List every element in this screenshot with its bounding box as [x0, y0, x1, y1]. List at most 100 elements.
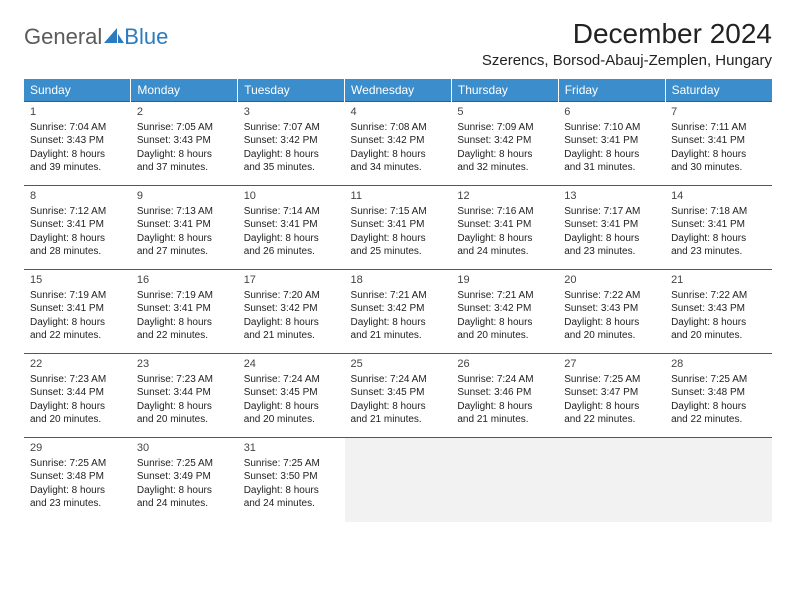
- daylight-text: Daylight: 8 hours: [351, 232, 446, 246]
- sunrise-text: Sunrise: 7:12 AM: [30, 205, 125, 219]
- daylight-text: and 24 minutes.: [137, 497, 232, 511]
- sunset-text: Sunset: 3:46 PM: [457, 386, 552, 400]
- day-cell: 17Sunrise: 7:20 AMSunset: 3:42 PMDayligh…: [238, 270, 345, 354]
- day-header: Friday: [558, 79, 665, 102]
- day-cell: 18Sunrise: 7:21 AMSunset: 3:42 PMDayligh…: [345, 270, 452, 354]
- daylight-text: Daylight: 8 hours: [671, 316, 766, 330]
- sunrise-text: Sunrise: 7:11 AM: [671, 121, 766, 135]
- day-cell: 15Sunrise: 7:19 AMSunset: 3:41 PMDayligh…: [24, 270, 131, 354]
- day-number: 16: [137, 273, 232, 288]
- day-number: 6: [564, 105, 659, 120]
- sunrise-text: Sunrise: 7:08 AM: [351, 121, 446, 135]
- day-header: Sunday: [24, 79, 131, 102]
- sunset-text: Sunset: 3:42 PM: [244, 302, 339, 316]
- empty-cell: [665, 438, 772, 522]
- day-cell: 1Sunrise: 7:04 AMSunset: 3:43 PMDaylight…: [24, 102, 131, 186]
- sunrise-text: Sunrise: 7:21 AM: [457, 289, 552, 303]
- day-number: 8: [30, 189, 125, 204]
- sunrise-text: Sunrise: 7:24 AM: [244, 373, 339, 387]
- day-number: 29: [30, 441, 125, 456]
- sunrise-text: Sunrise: 7:21 AM: [351, 289, 446, 303]
- logo-text-blue: Blue: [124, 24, 168, 50]
- empty-cell: [345, 438, 452, 522]
- daylight-text: Daylight: 8 hours: [137, 316, 232, 330]
- sunset-text: Sunset: 3:43 PM: [30, 134, 125, 148]
- day-cell: 22Sunrise: 7:23 AMSunset: 3:44 PMDayligh…: [24, 354, 131, 438]
- sunset-text: Sunset: 3:42 PM: [244, 134, 339, 148]
- daylight-text: and 24 minutes.: [244, 497, 339, 511]
- daylight-text: Daylight: 8 hours: [671, 148, 766, 162]
- sunset-text: Sunset: 3:41 PM: [137, 302, 232, 316]
- day-cell: 11Sunrise: 7:15 AMSunset: 3:41 PMDayligh…: [345, 186, 452, 270]
- day-header: Saturday: [665, 79, 772, 102]
- day-cell: 27Sunrise: 7:25 AMSunset: 3:47 PMDayligh…: [558, 354, 665, 438]
- daylight-text: Daylight: 8 hours: [564, 148, 659, 162]
- daylight-text: Daylight: 8 hours: [457, 400, 552, 414]
- day-number: 17: [244, 273, 339, 288]
- day-number: 24: [244, 357, 339, 372]
- daylight-text: and 35 minutes.: [244, 161, 339, 175]
- day-number: 7: [671, 105, 766, 120]
- daylight-text: and 21 minutes.: [457, 413, 552, 427]
- day-number: 15: [30, 273, 125, 288]
- sunset-text: Sunset: 3:41 PM: [30, 218, 125, 232]
- daylight-text: and 26 minutes.: [244, 245, 339, 259]
- day-number: 3: [244, 105, 339, 120]
- daylight-text: and 20 minutes.: [137, 413, 232, 427]
- day-cell: 8Sunrise: 7:12 AMSunset: 3:41 PMDaylight…: [24, 186, 131, 270]
- daylight-text: Daylight: 8 hours: [671, 232, 766, 246]
- day-number: 23: [137, 357, 232, 372]
- empty-cell: [558, 438, 665, 522]
- daylight-text: and 23 minutes.: [30, 497, 125, 511]
- daylight-text: Daylight: 8 hours: [244, 148, 339, 162]
- sunrise-text: Sunrise: 7:15 AM: [351, 205, 446, 219]
- daylight-text: Daylight: 8 hours: [457, 232, 552, 246]
- sunrise-text: Sunrise: 7:25 AM: [244, 457, 339, 471]
- daylight-text: Daylight: 8 hours: [30, 316, 125, 330]
- daylight-text: Daylight: 8 hours: [564, 400, 659, 414]
- daylight-text: Daylight: 8 hours: [30, 400, 125, 414]
- sunset-text: Sunset: 3:44 PM: [137, 386, 232, 400]
- daylight-text: and 20 minutes.: [244, 413, 339, 427]
- day-cell: 24Sunrise: 7:24 AMSunset: 3:45 PMDayligh…: [238, 354, 345, 438]
- day-cell: 3Sunrise: 7:07 AMSunset: 3:42 PMDaylight…: [238, 102, 345, 186]
- sunset-text: Sunset: 3:43 PM: [137, 134, 232, 148]
- daylight-text: and 39 minutes.: [30, 161, 125, 175]
- daylight-text: Daylight: 8 hours: [564, 316, 659, 330]
- sunset-text: Sunset: 3:42 PM: [457, 302, 552, 316]
- sail-icon: [104, 24, 124, 50]
- daylight-text: and 23 minutes.: [671, 245, 766, 259]
- sunrise-text: Sunrise: 7:09 AM: [457, 121, 552, 135]
- day-cell: 13Sunrise: 7:17 AMSunset: 3:41 PMDayligh…: [558, 186, 665, 270]
- daylight-text: Daylight: 8 hours: [671, 400, 766, 414]
- sunset-text: Sunset: 3:48 PM: [30, 470, 125, 484]
- page-header: General Blue December 2024 Szerencs, Bor…: [24, 18, 772, 69]
- sunrise-text: Sunrise: 7:16 AM: [457, 205, 552, 219]
- day-cell: 4Sunrise: 7:08 AMSunset: 3:42 PMDaylight…: [345, 102, 452, 186]
- day-cell: 20Sunrise: 7:22 AMSunset: 3:43 PMDayligh…: [558, 270, 665, 354]
- table-row: 1Sunrise: 7:04 AMSunset: 3:43 PMDaylight…: [24, 102, 772, 186]
- location-text: Szerencs, Borsod-Abauj-Zemplen, Hungary: [482, 52, 772, 69]
- daylight-text: and 24 minutes.: [457, 245, 552, 259]
- day-cell: 28Sunrise: 7:25 AMSunset: 3:48 PMDayligh…: [665, 354, 772, 438]
- daylight-text: and 31 minutes.: [564, 161, 659, 175]
- daylight-text: Daylight: 8 hours: [137, 484, 232, 498]
- day-number: 30: [137, 441, 232, 456]
- day-cell: 7Sunrise: 7:11 AMSunset: 3:41 PMDaylight…: [665, 102, 772, 186]
- day-number: 19: [457, 273, 552, 288]
- day-number: 1: [30, 105, 125, 120]
- sunset-text: Sunset: 3:50 PM: [244, 470, 339, 484]
- table-row: 22Sunrise: 7:23 AMSunset: 3:44 PMDayligh…: [24, 354, 772, 438]
- day-header: Monday: [131, 79, 238, 102]
- day-cell: 5Sunrise: 7:09 AMSunset: 3:42 PMDaylight…: [451, 102, 558, 186]
- daylight-text: and 20 minutes.: [671, 329, 766, 343]
- empty-cell: [451, 438, 558, 522]
- daylight-text: and 32 minutes.: [457, 161, 552, 175]
- sunrise-text: Sunrise: 7:25 AM: [30, 457, 125, 471]
- sunrise-text: Sunrise: 7:25 AM: [564, 373, 659, 387]
- sunset-text: Sunset: 3:41 PM: [671, 218, 766, 232]
- day-number: 28: [671, 357, 766, 372]
- day-cell: 30Sunrise: 7:25 AMSunset: 3:49 PMDayligh…: [131, 438, 238, 522]
- sunrise-text: Sunrise: 7:13 AM: [137, 205, 232, 219]
- sunset-text: Sunset: 3:42 PM: [351, 302, 446, 316]
